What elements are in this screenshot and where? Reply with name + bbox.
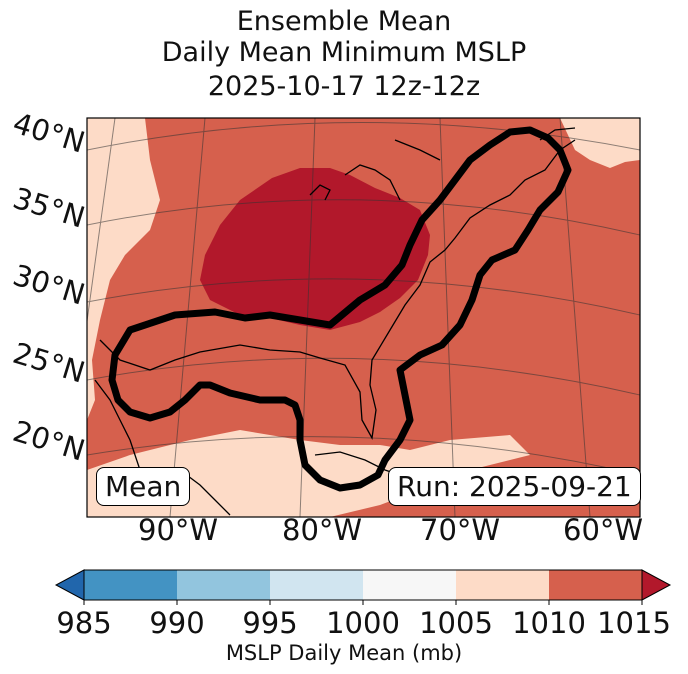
- title-line-1: Ensemble Mean: [236, 6, 452, 37]
- run-date-box: Run: 2025-09-21: [388, 467, 641, 506]
- colorbar-segment: [177, 570, 270, 600]
- colorbar-tick-995: 995: [242, 606, 298, 640]
- colorbar-extend-high: [641, 569, 672, 601]
- map-area: [87, 118, 640, 517]
- colorbar-extend-low: [54, 569, 85, 601]
- lon-label-70: 70°W: [420, 513, 501, 547]
- colorbar-tick-1000: 1000: [326, 606, 400, 640]
- colorbar-tick-1010: 1010: [512, 606, 586, 640]
- title-line-3: 2025-10-17 12z-12z: [207, 71, 481, 102]
- map-frame: [86, 117, 641, 518]
- pressure-band-1005-1010-west: [87, 118, 160, 420]
- colorbar-segment: [456, 570, 549, 600]
- colorbar-label: MSLP Daily Mean (mb): [225, 641, 463, 665]
- colorbar-tick-1015: 1015: [597, 606, 671, 640]
- lon-label-60: 60°W: [563, 513, 644, 547]
- title-line-2: Daily Mean Minimum MSLP: [161, 37, 527, 68]
- colorbar-tick-990: 990: [149, 606, 205, 640]
- colorbar-segment: [363, 570, 456, 600]
- lon-label-80: 80°W: [282, 513, 363, 547]
- colorbar-tick-1005: 1005: [419, 606, 493, 640]
- mean-label-box: Mean: [96, 467, 191, 506]
- colorbar-segment: [549, 570, 642, 600]
- colorbar-segment: [84, 570, 177, 600]
- lon-label-90: 90°W: [138, 513, 219, 547]
- pressure-band-1005-1010-south: [87, 430, 530, 517]
- ensemble-contour-outline: [108, 126, 572, 492]
- colorbar-tick-985: 985: [56, 606, 112, 640]
- colorbar-segment: [270, 570, 363, 600]
- colorbar: [54, 569, 672, 605]
